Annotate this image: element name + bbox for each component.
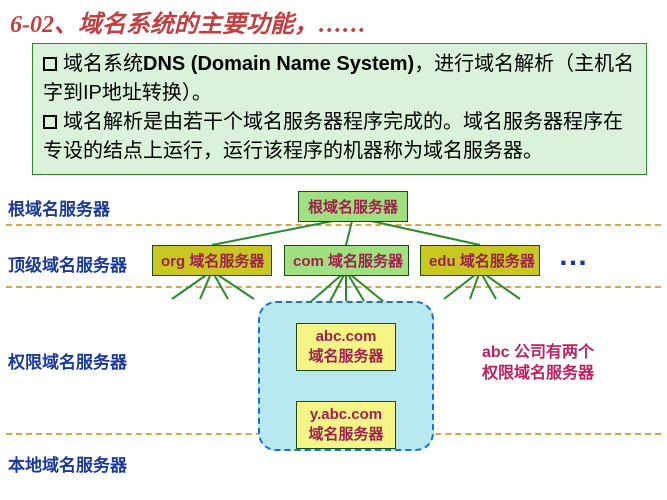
node-yabc: y.abc.com 域名服务器 [296, 401, 396, 449]
desc-strong: DNS (Domain Name System) [143, 53, 414, 75]
ellipsis-icon: … [558, 239, 590, 273]
node-com: com 域名服务器 [284, 245, 409, 276]
label-root: 根域名服务器 [8, 195, 110, 220]
note-line2: 权限域名服务器 [482, 365, 594, 382]
node-line1: y.abc.com [310, 406, 382, 423]
desc-text: 域名系统 [63, 53, 143, 75]
note-line1: abc 公司有两个 [482, 344, 594, 361]
description-box: 域名系统DNS (Domain Name System)，进行域名解析（主机名字… [32, 43, 647, 175]
square-bullet-icon [43, 115, 57, 129]
label-local: 本地域名服务器 [8, 451, 127, 476]
node-org: org 域名服务器 [152, 245, 272, 276]
node-abc: abc.com 域名服务器 [296, 323, 396, 371]
bullet-2: 域名解析是由若干个域名服务器程序完成的。域名服务器程序在专设的结点上运行，运行该… [43, 108, 636, 166]
label-tld: 顶级域名服务器 [8, 251, 127, 276]
dns-hierarchy-diagram: 根域名服务器 顶级域名服务器 权限域名服务器 本地域名服务器 根域名服务器 or… [0, 183, 667, 483]
node-root: 根域名服务器 [298, 191, 408, 222]
desc-text: 域名解析是由若干个域名服务器程序完成的。域名服务器程序在专设的结点上运行，运行该… [43, 111, 623, 162]
square-bullet-icon [43, 57, 57, 71]
row-divider [6, 286, 661, 288]
bullet-1: 域名系统DNS (Domain Name System)，进行域名解析（主机名字… [43, 50, 636, 108]
company-note: abc 公司有两个 权限域名服务器 [482, 343, 594, 385]
node-edu: edu 域名服务器 [420, 245, 540, 276]
node-line2: 域名服务器 [308, 348, 383, 365]
row-divider [6, 224, 661, 226]
node-line1: abc.com [316, 328, 377, 345]
page-title: 6-02、域名系统的主要功能，…… [0, 0, 667, 43]
node-line2: 域名服务器 [308, 426, 383, 443]
label-auth: 权限域名服务器 [8, 348, 127, 373]
